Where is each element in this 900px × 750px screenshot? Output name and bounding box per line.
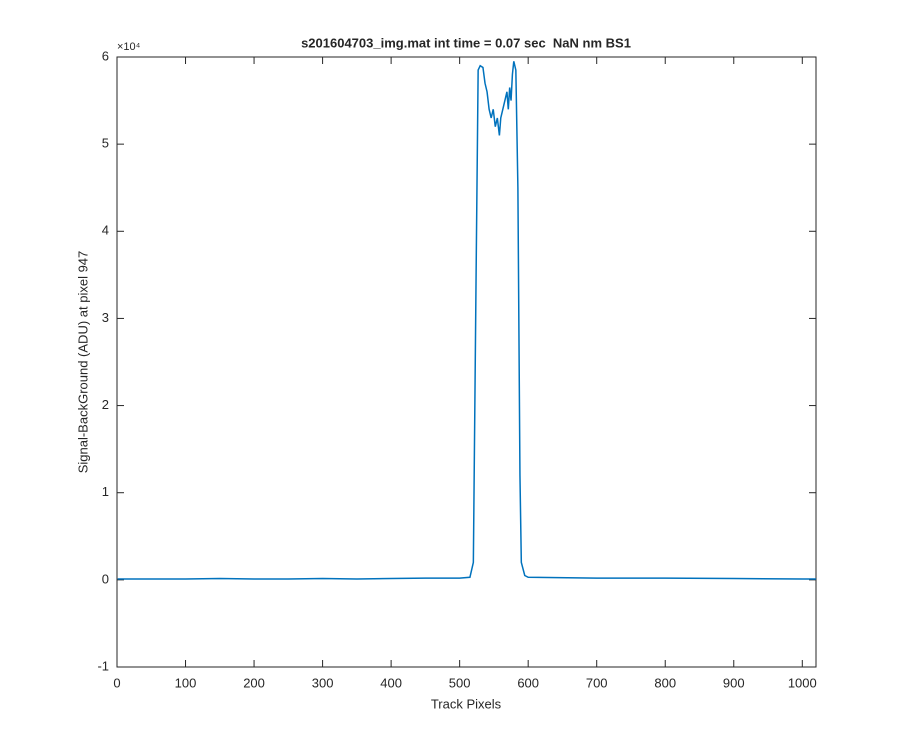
y-tick-label: 3 — [102, 310, 109, 325]
y-axis-label: Signal-BackGround (ADU) at pixel 947 — [75, 251, 90, 474]
x-tick-label: 500 — [449, 675, 471, 690]
x-tick-label: 700 — [586, 675, 608, 690]
data-line — [117, 61, 816, 580]
x-tick-label: 400 — [380, 675, 402, 690]
x-tick-label: 800 — [654, 675, 676, 690]
y-exponent-label: ×10⁴ — [117, 41, 141, 53]
y-tick-label: 0 — [102, 571, 109, 586]
x-tick-label: 600 — [517, 675, 539, 690]
x-tick-label: 900 — [723, 675, 745, 690]
y-tick-label: -1 — [97, 658, 109, 673]
y-tick-label: 1 — [102, 484, 109, 499]
chart-title: s201604703_img.mat int time = 0.07 sec N… — [301, 35, 631, 50]
x-tick-label: 200 — [243, 675, 265, 690]
y-tick-label: 2 — [102, 397, 109, 412]
x-axis-label: Track Pixels — [431, 696, 502, 711]
y-tick-label: 6 — [102, 48, 109, 63]
x-tick-label: 0 — [113, 675, 120, 690]
y-tick-label: 4 — [102, 223, 109, 238]
x-tick-label: 1000 — [788, 675, 817, 690]
plot-box — [116, 56, 817, 668]
x-tick-label: 100 — [175, 675, 197, 690]
x-tick-label: 300 — [312, 675, 334, 690]
y-tick-label: 5 — [102, 136, 109, 151]
